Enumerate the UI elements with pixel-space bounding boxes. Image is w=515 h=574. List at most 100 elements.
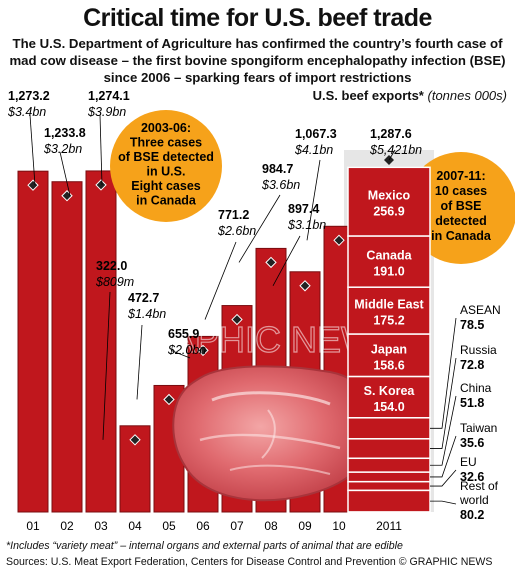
x-tick-label: 04 <box>128 519 142 533</box>
value-marker-09 <box>299 280 311 292</box>
callout-2007-11 <box>405 152 515 264</box>
callout-text-line: 2007-11: <box>436 169 485 183</box>
segment-value: 256.9 <box>373 205 404 219</box>
value-label: 1,273.2 <box>8 89 50 103</box>
leader-line <box>99 114 103 185</box>
segment-rest-of-world <box>347 489 431 513</box>
chart-label: U.S. beef exports* (tonnes 000s) <box>313 88 507 103</box>
segment-name: Russia <box>460 343 497 357</box>
usd-label: $2.6bn <box>217 224 256 238</box>
x-tick-label: 08 <box>264 519 278 533</box>
segment-value: 175.2 <box>373 314 404 328</box>
segment-leader <box>430 435 457 478</box>
value-marker-01 <box>27 179 39 191</box>
chart-title: Critical time for U.S. beef trade <box>83 4 432 32</box>
callout-2003-06 <box>110 110 222 222</box>
segment-canada <box>347 235 431 288</box>
callout-text-line: of BSE detected <box>118 150 214 164</box>
value-label: 1,287.6 <box>370 127 412 141</box>
value-label: 322.0 <box>96 259 127 273</box>
leader-line <box>59 151 71 196</box>
footnote: *Includes “variety meat” – internal orga… <box>6 540 403 552</box>
bar-01 <box>17 170 49 513</box>
bar-02 <box>51 181 83 513</box>
leader-line <box>29 114 36 186</box>
steak-illustration <box>172 365 369 502</box>
segment-china <box>347 457 431 473</box>
value-marker-07 <box>231 313 243 326</box>
value-label: 897.4 <box>288 202 319 216</box>
bar-chart: GRAPHIC NEWS 01 02 03 04 05 06 07 08 09 10 20111,2… <box>7 89 515 533</box>
segment-value: 78.5 <box>460 318 484 332</box>
usd-label: $809m <box>95 275 134 289</box>
callout-text-line: detected <box>435 214 486 228</box>
segment-name: Rest of <box>460 479 499 493</box>
x-tick-label: 09 <box>298 519 312 533</box>
usd-label: $3.4bn <box>7 105 46 119</box>
segment-value: 35.6 <box>460 436 484 450</box>
callout-text-line: 2003-06: <box>141 121 191 135</box>
leader-line <box>306 159 321 241</box>
value-marker-06 <box>197 344 209 357</box>
segment-asean <box>347 417 431 440</box>
x-tick-label: 05 <box>162 519 176 533</box>
leader-line <box>102 291 111 440</box>
leader-line <box>136 324 143 400</box>
segment-name: S. Korea <box>364 384 416 398</box>
leader-line <box>388 149 396 161</box>
x-tick-label: 06 <box>196 519 210 533</box>
callout-text-line: in Canada <box>431 229 492 243</box>
usd-label: $5,421bn <box>369 143 422 157</box>
x-tick-label: 03 <box>94 519 108 533</box>
usd-label: $4.1bn <box>294 143 333 157</box>
segment-name: ASEAN <box>460 303 501 317</box>
x-tick-label: 10 <box>332 519 346 533</box>
segment-russia <box>347 438 431 460</box>
segment-value: 51.8 <box>460 396 484 410</box>
bar-03 <box>85 170 117 513</box>
callout-text-line: Three cases <box>130 136 202 150</box>
segment-value: 191.0 <box>373 265 404 279</box>
segment-name: EU <box>460 455 477 469</box>
segment-leader <box>430 469 457 487</box>
value-label: 655.9 <box>168 327 199 341</box>
usd-label: $1.4bn <box>127 307 166 321</box>
callout-text-line: in U.S. <box>147 165 186 179</box>
segment-name: China <box>460 381 492 395</box>
segment-value: 158.6 <box>373 358 404 372</box>
segment-leader <box>430 317 457 429</box>
segment-leader <box>430 357 457 449</box>
segment-middle-east <box>347 286 431 335</box>
segment-s-korea <box>347 375 431 419</box>
value-marker-05 <box>163 393 175 406</box>
value-label: 1,233.8 <box>44 126 86 140</box>
callout-text-line: Eight cases <box>131 179 201 193</box>
x-tick-label: 02 <box>60 519 74 533</box>
usd-label: $3.9bn <box>87 105 126 119</box>
segment-name-cont: world <box>459 493 489 507</box>
usd-label: $3.6bn <box>261 178 300 192</box>
x-tick-label: 01 <box>26 519 40 533</box>
value-marker-10 <box>333 234 345 246</box>
segment-name: Mexico <box>368 189 411 203</box>
segment-name: Middle East <box>354 298 424 312</box>
usd-label: $3.2bn <box>43 142 82 156</box>
callout-text-line: 10 cases <box>435 184 487 198</box>
segment-name: Japan <box>371 342 407 356</box>
segment-leader <box>430 500 457 505</box>
value-marker-08 <box>265 256 277 269</box>
value-label: 472.7 <box>128 291 159 305</box>
segment-name: Canada <box>366 249 412 263</box>
segment-eu <box>347 480 431 492</box>
callout-text-line: in Canada <box>136 194 197 208</box>
sources: Sources: U.S. Meat Export Federation, Ce… <box>6 556 493 568</box>
segment-value: 32.6 <box>460 470 484 484</box>
value-marker-03 <box>95 179 107 191</box>
chart-unit: (tonnes 000s) <box>427 88 508 103</box>
value-marker-04 <box>129 434 141 446</box>
segment-taiwan <box>347 471 431 483</box>
usd-label: $2.0bn <box>167 343 206 357</box>
usd-label: $3.1bn <box>287 218 326 232</box>
leader-line <box>238 194 281 263</box>
x-tick-label: 2011 <box>376 519 402 533</box>
